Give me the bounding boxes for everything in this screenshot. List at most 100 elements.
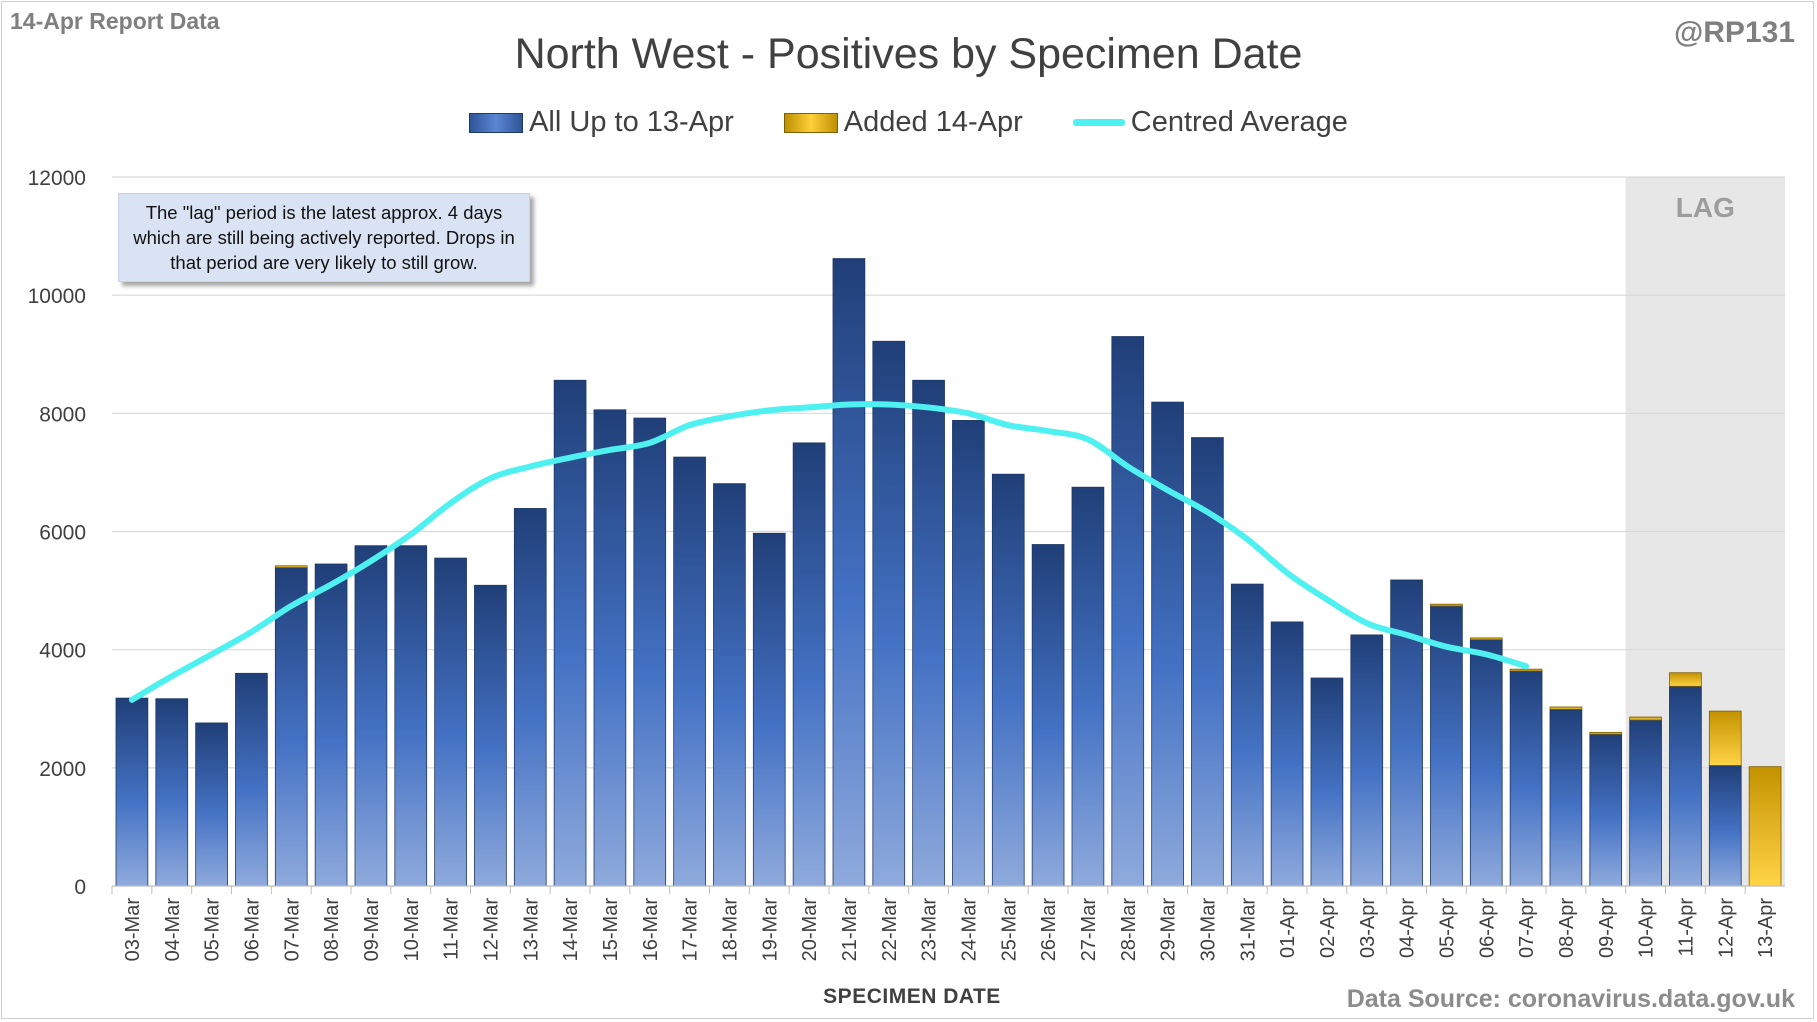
x-tick-label: 22-Mar — [879, 898, 901, 962]
bar-all-up-to-13-apr — [1031, 544, 1065, 887]
bar-all-up-to-13-apr — [155, 698, 189, 887]
x-tick-label: 31-Mar — [1237, 898, 1259, 962]
bar-all-up-to-13-apr — [673, 456, 706, 887]
x-tick-label: 16-Mar — [640, 898, 662, 962]
x-tick-label: 03-Apr — [1357, 898, 1379, 958]
x-tick-label: 18-Mar — [719, 898, 741, 962]
x-tick-label: 17-Mar — [680, 898, 702, 962]
x-tick-label: 01-Apr — [1277, 898, 1299, 958]
bar-all-up-to-13-apr — [1350, 634, 1384, 887]
bar-all-up-to-13-apr — [713, 483, 746, 887]
legend-item-all: All Up to 13-Apr — [469, 106, 734, 139]
bar-added-14-apr — [1589, 731, 1623, 735]
x-tick-label: 29-Mar — [1158, 898, 1180, 962]
x-tick-label: 12-Apr — [1715, 898, 1737, 958]
bar-all-up-to-13-apr — [952, 420, 985, 887]
bar-all-up-to-13-apr — [1111, 336, 1145, 887]
centred-average-line — [128, 401, 1530, 703]
x-tick-label: 04-Apr — [1397, 898, 1419, 958]
x-tick-label: 28-Mar — [1118, 898, 1140, 962]
x-tick-label: 10-Mar — [401, 898, 423, 962]
legend-item-added: Added 14-Apr — [783, 106, 1023, 139]
legend-item-average: Centred Average — [1072, 106, 1348, 139]
y-tick-label: 4000 — [39, 640, 86, 663]
x-tick-label: 06-Mar — [241, 898, 263, 962]
y-tick-label: 12000 — [28, 167, 86, 190]
bar-added-14-apr — [1629, 716, 1662, 721]
chart-legend: All Up to 13-Apr Added 14-Apr Centred Av… — [0, 106, 1817, 139]
chart-title: North West - Positives by Specimen Date — [514, 30, 1303, 78]
y-tick-label: 2000 — [39, 758, 86, 781]
x-axis-label: SPECIMEN DATE — [823, 985, 1001, 1008]
x-tick-label: 15-Mar — [600, 898, 622, 962]
x-tick-label: 06-Apr — [1476, 898, 1498, 958]
x-tick-label: 07-Apr — [1516, 898, 1538, 958]
y-tick-label: 0 — [74, 876, 86, 899]
x-tick-label: 27-Mar — [1078, 898, 1100, 962]
lag-annotation: The "lag" period is the latest approx. 4… — [118, 193, 530, 282]
x-tick-label: 14-Mar — [560, 898, 582, 962]
data-source: Data Source: coronavirus.data.gov.uk — [1346, 985, 1795, 1013]
bar-added-14-apr — [1469, 637, 1503, 641]
bar-all-up-to-13-apr — [314, 563, 348, 887]
bar-added-14-apr — [1708, 710, 1742, 766]
x-tick-label: 10-Apr — [1636, 898, 1658, 958]
x-tick-label: 04-Mar — [162, 898, 184, 962]
x-tick-label: 05-Apr — [1436, 898, 1458, 958]
bar-all-up-to-13-apr — [1549, 708, 1583, 887]
x-tick-label: 25-Mar — [998, 898, 1020, 962]
bar-all-up-to-13-apr — [1071, 486, 1105, 887]
bar-added-14-apr — [274, 565, 308, 568]
bar-all-up-to-13-apr — [912, 379, 945, 887]
x-tick-label: 12-Mar — [480, 898, 502, 962]
x-tick-label: 24-Mar — [958, 898, 980, 962]
x-tick-label: 05-Mar — [202, 898, 224, 962]
x-tick-label: 03-Mar — [122, 898, 144, 962]
report-label: 14-Apr Report Data — [10, 8, 220, 34]
y-tick-label: 10000 — [28, 285, 86, 308]
x-tick-label: 08-Mar — [321, 898, 343, 962]
x-tick-label: 30-Mar — [1197, 898, 1219, 962]
x-tick-label: 02-Apr — [1317, 898, 1339, 958]
x-tick-label: 08-Apr — [1556, 898, 1578, 958]
bar-all-up-to-13-apr — [872, 340, 906, 887]
bar-all-up-to-13-apr — [1230, 583, 1264, 887]
bar-added-14-apr — [1430, 603, 1463, 607]
legend-label-added: Added 14-Apr — [843, 106, 1023, 138]
bar-all-up-to-13-apr — [553, 379, 587, 887]
legend-swatch-blue — [469, 112, 524, 133]
bar-all-up-to-13-apr — [1509, 670, 1543, 887]
bar-all-up-to-13-apr — [752, 532, 786, 887]
bar-all-up-to-13-apr — [1469, 639, 1503, 887]
lag-label: LAG — [1676, 192, 1735, 223]
x-tick-label: 13-Mar — [520, 898, 542, 962]
bar-added-14-apr — [1748, 766, 1782, 887]
bar-all-up-to-13-apr — [1669, 685, 1702, 887]
x-tick-label: 09-Apr — [1596, 898, 1618, 958]
bar-all-up-to-13-apr — [434, 557, 467, 887]
x-tick-label: 09-Mar — [361, 898, 383, 962]
bar-all-up-to-13-apr — [1270, 621, 1304, 887]
bar-all-up-to-13-apr — [474, 584, 507, 887]
x-tick-label: 07-Mar — [281, 898, 303, 962]
legend-label-average: Centred Average — [1130, 106, 1348, 138]
x-tick-label: 13-Apr — [1755, 898, 1777, 958]
bar-added-14-apr — [1549, 706, 1583, 710]
bar-all-up-to-13-apr — [354, 545, 388, 887]
bar-all-up-to-13-apr — [1589, 733, 1623, 887]
bar-all-up-to-13-apr — [593, 409, 627, 887]
y-tick-label: 6000 — [39, 522, 86, 545]
bar-all-up-to-13-apr — [235, 672, 268, 887]
bar-all-up-to-13-apr — [1629, 719, 1662, 887]
bar-all-up-to-13-apr — [991, 473, 1025, 887]
bar-all-up-to-13-apr — [394, 545, 428, 887]
legend-label-all: All Up to 13-Apr — [529, 106, 734, 138]
x-tick-label: 20-Mar — [799, 898, 821, 962]
author-handle: @RP131 — [1674, 16, 1795, 49]
bar-all-up-to-13-apr — [195, 722, 228, 887]
bar-all-up-to-13-apr — [1151, 401, 1184, 887]
y-tick-label: 8000 — [39, 403, 86, 426]
legend-swatch-gold — [783, 112, 838, 133]
